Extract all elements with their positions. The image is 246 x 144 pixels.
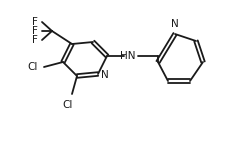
Text: HN: HN: [120, 51, 136, 61]
Text: N: N: [171, 19, 179, 29]
Text: N: N: [101, 70, 109, 80]
Text: Cl: Cl: [28, 62, 38, 72]
Text: Cl: Cl: [63, 100, 73, 110]
Text: F: F: [32, 35, 38, 45]
Text: F: F: [32, 26, 38, 36]
Text: F: F: [32, 17, 38, 27]
